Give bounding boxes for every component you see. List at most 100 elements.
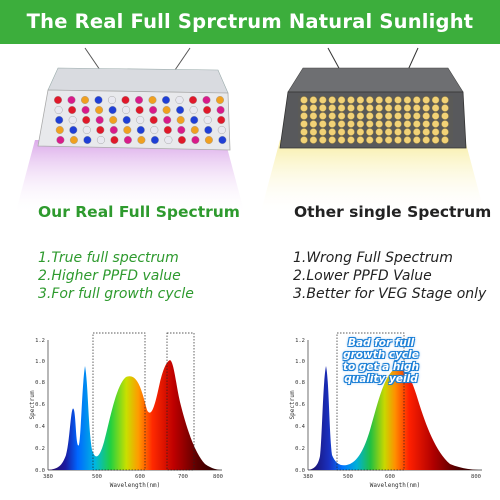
led-dot	[83, 135, 92, 144]
led-dot	[328, 112, 336, 120]
right-feature-3: 3.Better for VEG Stage only	[293, 286, 487, 302]
led-dot	[328, 120, 336, 128]
led-dot	[203, 106, 212, 115]
led-dot	[432, 128, 440, 136]
led-dot	[413, 136, 421, 144]
led-dot	[300, 112, 308, 120]
led-dot	[366, 136, 374, 144]
right-xtick: 380	[303, 474, 313, 480]
left-feature-1: 1.True full spectrum	[38, 250, 179, 266]
led-dot	[202, 96, 211, 105]
led-dot	[328, 128, 336, 136]
led-dot	[375, 120, 383, 128]
led-dot	[441, 136, 449, 144]
led-dot	[403, 120, 412, 128]
led-dot	[300, 120, 308, 128]
left-panel-heading: Our Real Full Spectrum	[38, 203, 240, 221]
led-dot	[356, 136, 365, 144]
led-dot	[356, 96, 365, 104]
led-dot	[96, 135, 105, 144]
led-dot	[375, 112, 383, 120]
led-dot	[149, 115, 158, 124]
led-dot	[309, 120, 318, 128]
led-dot	[204, 135, 213, 144]
led-dot	[109, 125, 118, 134]
led-dot	[110, 135, 119, 144]
led-dot	[337, 136, 346, 144]
right-xtick: 800	[471, 474, 481, 480]
right-xtick: 500	[343, 474, 353, 480]
led-dot	[82, 115, 91, 124]
led-dot	[95, 115, 104, 124]
led-dot	[403, 96, 412, 104]
led-dot	[375, 128, 383, 136]
led-dot	[432, 96, 440, 104]
led-dot	[54, 96, 63, 105]
led-dot	[217, 115, 226, 124]
led-dot	[337, 104, 346, 112]
led-dot	[136, 115, 145, 124]
single-spectrum-led-panel-icon	[279, 47, 467, 149]
led-dot	[309, 96, 318, 104]
led-dot	[95, 106, 104, 115]
led-dot	[394, 136, 402, 144]
led-dot	[413, 112, 421, 120]
led-dot	[82, 125, 91, 134]
led-dot	[81, 106, 90, 115]
led-dot	[190, 115, 199, 124]
led-dot	[319, 128, 327, 136]
led-dot	[108, 106, 117, 115]
right-feature-1: 1.Wrong Full Spectrum	[293, 250, 453, 266]
left-xtick: 500	[92, 474, 102, 480]
led-dot	[148, 96, 157, 105]
led-dot	[403, 128, 412, 136]
led-dot	[394, 112, 402, 120]
led-dot	[432, 120, 440, 128]
led-dot	[176, 115, 185, 124]
led-dot	[134, 96, 143, 105]
led-dot	[176, 106, 185, 115]
led-dot	[422, 120, 430, 128]
right-chart-xlabel: Wavelength(nm)	[370, 482, 421, 489]
led-dot	[96, 125, 105, 134]
right-chart-callout: Bad for full growth cycle to get a high …	[336, 337, 426, 385]
right-ytick: 0.2	[295, 446, 305, 452]
led-dot	[347, 104, 355, 112]
led-dot	[413, 104, 421, 112]
led-dot	[422, 112, 430, 120]
led-dot	[347, 128, 355, 136]
led-dot	[69, 125, 78, 134]
led-dot	[177, 125, 186, 134]
led-dot	[366, 104, 374, 112]
left-xtick: 600	[135, 474, 145, 480]
led-dot	[394, 104, 402, 112]
led-dot	[122, 115, 131, 124]
led-dot	[309, 104, 318, 112]
led-dot	[204, 125, 213, 134]
led-dot	[55, 115, 64, 124]
led-dot	[394, 120, 402, 128]
led-dot	[413, 128, 421, 136]
led-dot	[422, 136, 430, 144]
led-dot	[384, 120, 393, 128]
led-dot	[121, 96, 130, 105]
led-dot	[366, 96, 374, 104]
led-dot	[136, 125, 145, 134]
led-dot	[432, 104, 440, 112]
led-dot	[384, 96, 393, 104]
left-ytick: 1.2	[35, 338, 45, 344]
led-dot	[356, 128, 365, 136]
led-dot	[337, 128, 346, 136]
led-dot	[135, 106, 144, 115]
left-feature-2: 2.Higher PPFD value	[38, 268, 181, 284]
led-dot	[347, 96, 355, 104]
led-dot	[300, 96, 308, 104]
led-dot	[218, 135, 227, 144]
led-dot	[347, 112, 355, 120]
led-dot	[337, 112, 346, 120]
led-dot	[384, 104, 393, 112]
led-dot	[347, 136, 355, 144]
led-dot	[163, 115, 172, 124]
left-chart-ylabel: Spectrum	[29, 390, 36, 419]
led-dot	[441, 120, 449, 128]
